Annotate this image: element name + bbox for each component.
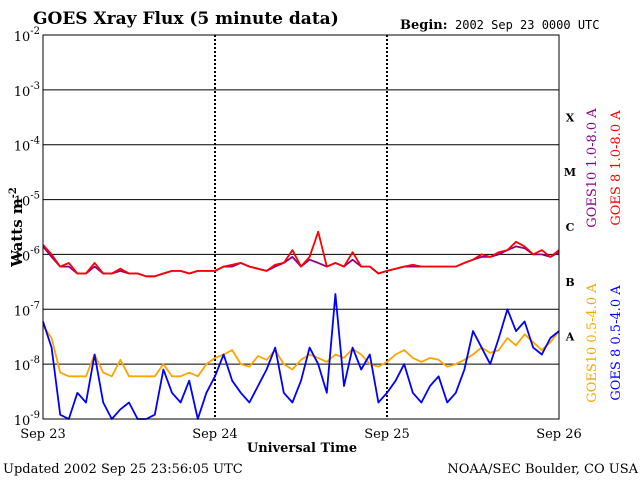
plot-frame (42, 34, 560, 420)
day-dividers (214, 35, 388, 419)
flare-class-labels: X M C B A (564, 111, 576, 343)
legend-entry: GOES 8 1.0-8.0 A (609, 110, 624, 226)
y-tick-label: 10-6 (14, 245, 40, 264)
series-line (42, 293, 560, 420)
legend: GOES10 0.5-4.0 A GOES 8 0.5-4.0 A GOES10 1… (585, 108, 624, 403)
y-tick-label: 10-9 (14, 410, 40, 429)
class-label: M (564, 166, 576, 179)
series-lines (42, 230, 560, 420)
y-axis-label: Watts m-2 (8, 187, 26, 268)
y-axis-label-text: Watts m (8, 198, 26, 268)
class-label: B (565, 276, 574, 289)
series-line (42, 325, 560, 378)
y-axis-label-exp: -2 (8, 187, 19, 198)
begin-value: 2002 Sep 23 0000 UTC (455, 18, 600, 32)
y-tick-label: 10-3 (14, 81, 40, 100)
svg-text:Watts m-2: Watts m-2 (8, 187, 26, 268)
class-label: A (565, 331, 575, 344)
begin-label: Begin: (400, 18, 448, 33)
y-tick-label: 10-7 (14, 300, 40, 319)
series-line (42, 230, 560, 278)
legend-entry: GOES10 1.0-8.0 A (585, 108, 600, 228)
y-tick-label: 10-4 (14, 136, 40, 155)
footer-updated: Updated 2002 Sep 25 23:56:05 UTC (3, 462, 243, 477)
x-tick-label: Sep 23 (20, 427, 66, 442)
y-tick-label: 10-8 (14, 355, 40, 374)
x-tick-label: Sep 26 (536, 427, 582, 442)
x-tick-label: Sep 25 (364, 427, 410, 442)
x-axis-label: Universal Time (247, 441, 357, 456)
x-tick-labels: Sep 23 Sep 24 Sep 25 Sep 26 (20, 427, 582, 442)
footer-credit: NOAA/SEC Boulder, CO USA (447, 462, 638, 477)
y-tick-label: 10-2 (14, 26, 40, 45)
y-tick-label: 10-5 (14, 191, 40, 210)
class-label: C (566, 221, 575, 234)
legend-entry: GOES10 0.5-4.0 A (585, 283, 600, 403)
chart-title: GOES Xray Flux (5 minute data) (33, 9, 339, 29)
y-tick-labels: 10-2 10-3 10-4 10-5 10-6 10-7 10-8 10-9 (14, 26, 40, 429)
x-tick-label: Sep 24 (192, 427, 238, 442)
class-label: X (566, 111, 575, 124)
legend-entry: GOES 8 0.5-4.0 A (609, 285, 624, 401)
